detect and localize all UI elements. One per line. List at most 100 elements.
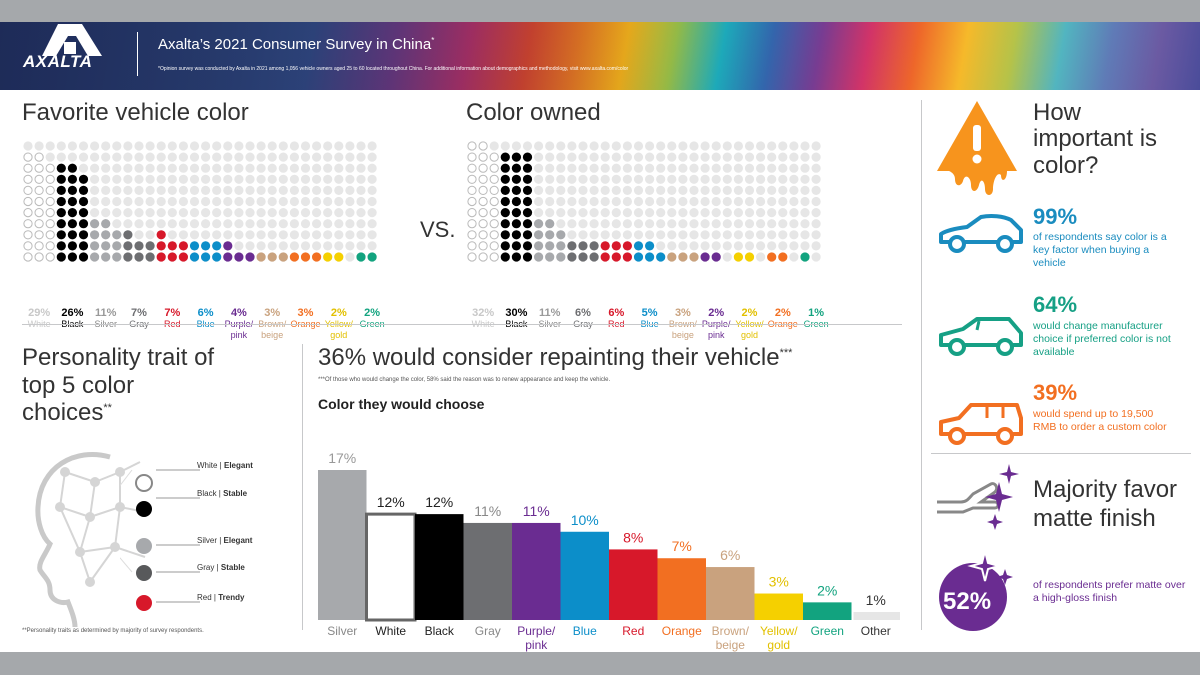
grid-dot — [323, 208, 333, 218]
data-dot — [489, 219, 499, 229]
grid-dot — [678, 230, 688, 240]
grid-dot — [600, 208, 610, 218]
grid-dot — [656, 196, 666, 207]
grid-dot — [567, 152, 577, 162]
grid-dot — [567, 230, 577, 240]
grid-dot — [101, 208, 111, 218]
grid-dot — [156, 219, 166, 229]
grid-dot — [578, 141, 588, 151]
data-dot — [545, 230, 555, 240]
grid-dot — [733, 219, 743, 229]
grid-dot — [278, 185, 288, 195]
grid-dot — [178, 196, 188, 207]
grid-dot — [611, 163, 621, 173]
grid-dot — [223, 196, 233, 207]
data-dot — [156, 230, 166, 240]
data-dot — [101, 241, 111, 251]
data-dot — [778, 252, 788, 262]
data-dot — [489, 174, 499, 184]
data-dot — [511, 174, 521, 184]
grid-dot — [345, 252, 355, 262]
data-dot — [478, 152, 488, 162]
grid-dot — [256, 152, 266, 162]
grid-dot — [811, 174, 821, 184]
grid-dot — [667, 152, 677, 162]
data-dot — [489, 163, 499, 173]
data-dot — [45, 230, 55, 240]
grid-dot — [278, 141, 288, 151]
grid-dot — [578, 163, 588, 173]
grid-dot — [667, 230, 677, 240]
data-dot — [622, 252, 632, 262]
grid-dot — [112, 152, 122, 162]
grid-dot — [578, 208, 588, 218]
grid-dot — [700, 230, 710, 240]
grid-dot — [245, 185, 255, 195]
grid-dot — [611, 141, 621, 151]
grid-dot — [112, 208, 122, 218]
data-dot — [522, 208, 533, 218]
grid-dot — [323, 219, 333, 229]
data-dot — [500, 185, 510, 195]
grid-dot — [689, 208, 699, 218]
grid-dot — [756, 174, 766, 184]
grid-dot — [756, 196, 766, 207]
data-dot — [101, 252, 111, 262]
grid-dot — [633, 163, 644, 173]
data-dot — [534, 230, 544, 240]
grid-dot — [534, 163, 544, 173]
grid-dot — [356, 241, 366, 251]
grid-dot — [156, 152, 166, 162]
grid-dot — [145, 174, 155, 184]
grid-dot — [234, 152, 244, 162]
grid-dot — [589, 208, 599, 218]
data-dot — [78, 196, 89, 207]
grid-dot — [189, 196, 200, 207]
grid-dot — [178, 185, 188, 195]
grid-dot — [212, 219, 222, 229]
grid-dot — [112, 163, 122, 173]
grid-dot — [367, 208, 377, 218]
data-dot — [489, 208, 499, 218]
divider-right — [931, 453, 1191, 454]
data-dot — [489, 241, 499, 251]
car-hatchback-icon — [939, 317, 1023, 356]
data-label: 7% — [164, 307, 180, 319]
grid-dot — [645, 141, 655, 151]
grid-dot — [167, 208, 177, 218]
grid-dot — [744, 141, 755, 151]
grid-dot — [545, 208, 555, 218]
data-dot — [134, 252, 144, 262]
grid-dot — [656, 141, 666, 151]
data-label: 30% — [505, 307, 527, 319]
grid-dot — [278, 219, 288, 229]
grid-dot — [534, 208, 544, 218]
grid-dot — [123, 152, 133, 162]
trait-dot — [136, 501, 152, 517]
data-dot — [23, 163, 33, 173]
grid-dot — [234, 185, 244, 195]
grid-dot — [633, 185, 644, 195]
grid-dot — [545, 152, 555, 162]
grid-dot — [300, 141, 311, 151]
grid-dot — [667, 241, 677, 251]
grid-dot — [245, 208, 255, 218]
grid-dot — [611, 208, 621, 218]
grid-dot — [300, 152, 311, 162]
grid-dot — [323, 141, 333, 151]
data-dot — [34, 252, 44, 262]
grid-dot — [589, 196, 599, 207]
data-label: 8% — [623, 529, 643, 545]
grid-dot — [201, 219, 211, 229]
data-dot — [67, 185, 77, 195]
grid-dot — [589, 163, 599, 173]
grid-dot — [123, 174, 133, 184]
grid-dot — [167, 141, 177, 151]
data-dot — [156, 241, 166, 251]
grid-dot — [245, 241, 255, 251]
grid-dot — [767, 219, 777, 229]
grid-dot — [578, 152, 588, 162]
stat-buy-pct: 99% — [1033, 204, 1078, 229]
grid-dot — [678, 219, 688, 229]
grid-dot — [656, 174, 666, 184]
